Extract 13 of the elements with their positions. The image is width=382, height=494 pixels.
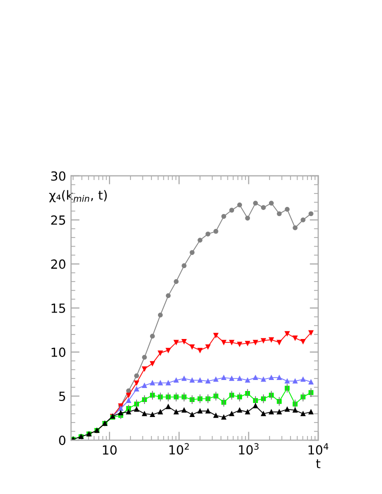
y-tick-label: 0	[59, 436, 66, 446]
x-tick-label: 10	[102, 445, 117, 455]
y-tick-label: 15	[52, 304, 66, 313]
y-axis-title: χ₄(k$_{min}$, t)	[49, 190, 107, 202]
x-axis-title: t	[316, 459, 320, 468]
y-tick-label: 10	[52, 348, 66, 357]
x-tick-label: 10$^{2}$	[169, 443, 189, 455]
y-tick-label: 20	[51, 259, 66, 269]
y-tick-label: 5	[59, 392, 66, 402]
y-tick-label: 25	[51, 215, 66, 225]
x-tick-label: 10$^{4}$	[308, 443, 328, 455]
y-tick-label: 30	[51, 171, 66, 181]
x-tick-label: 10$^{3}$	[239, 443, 259, 455]
